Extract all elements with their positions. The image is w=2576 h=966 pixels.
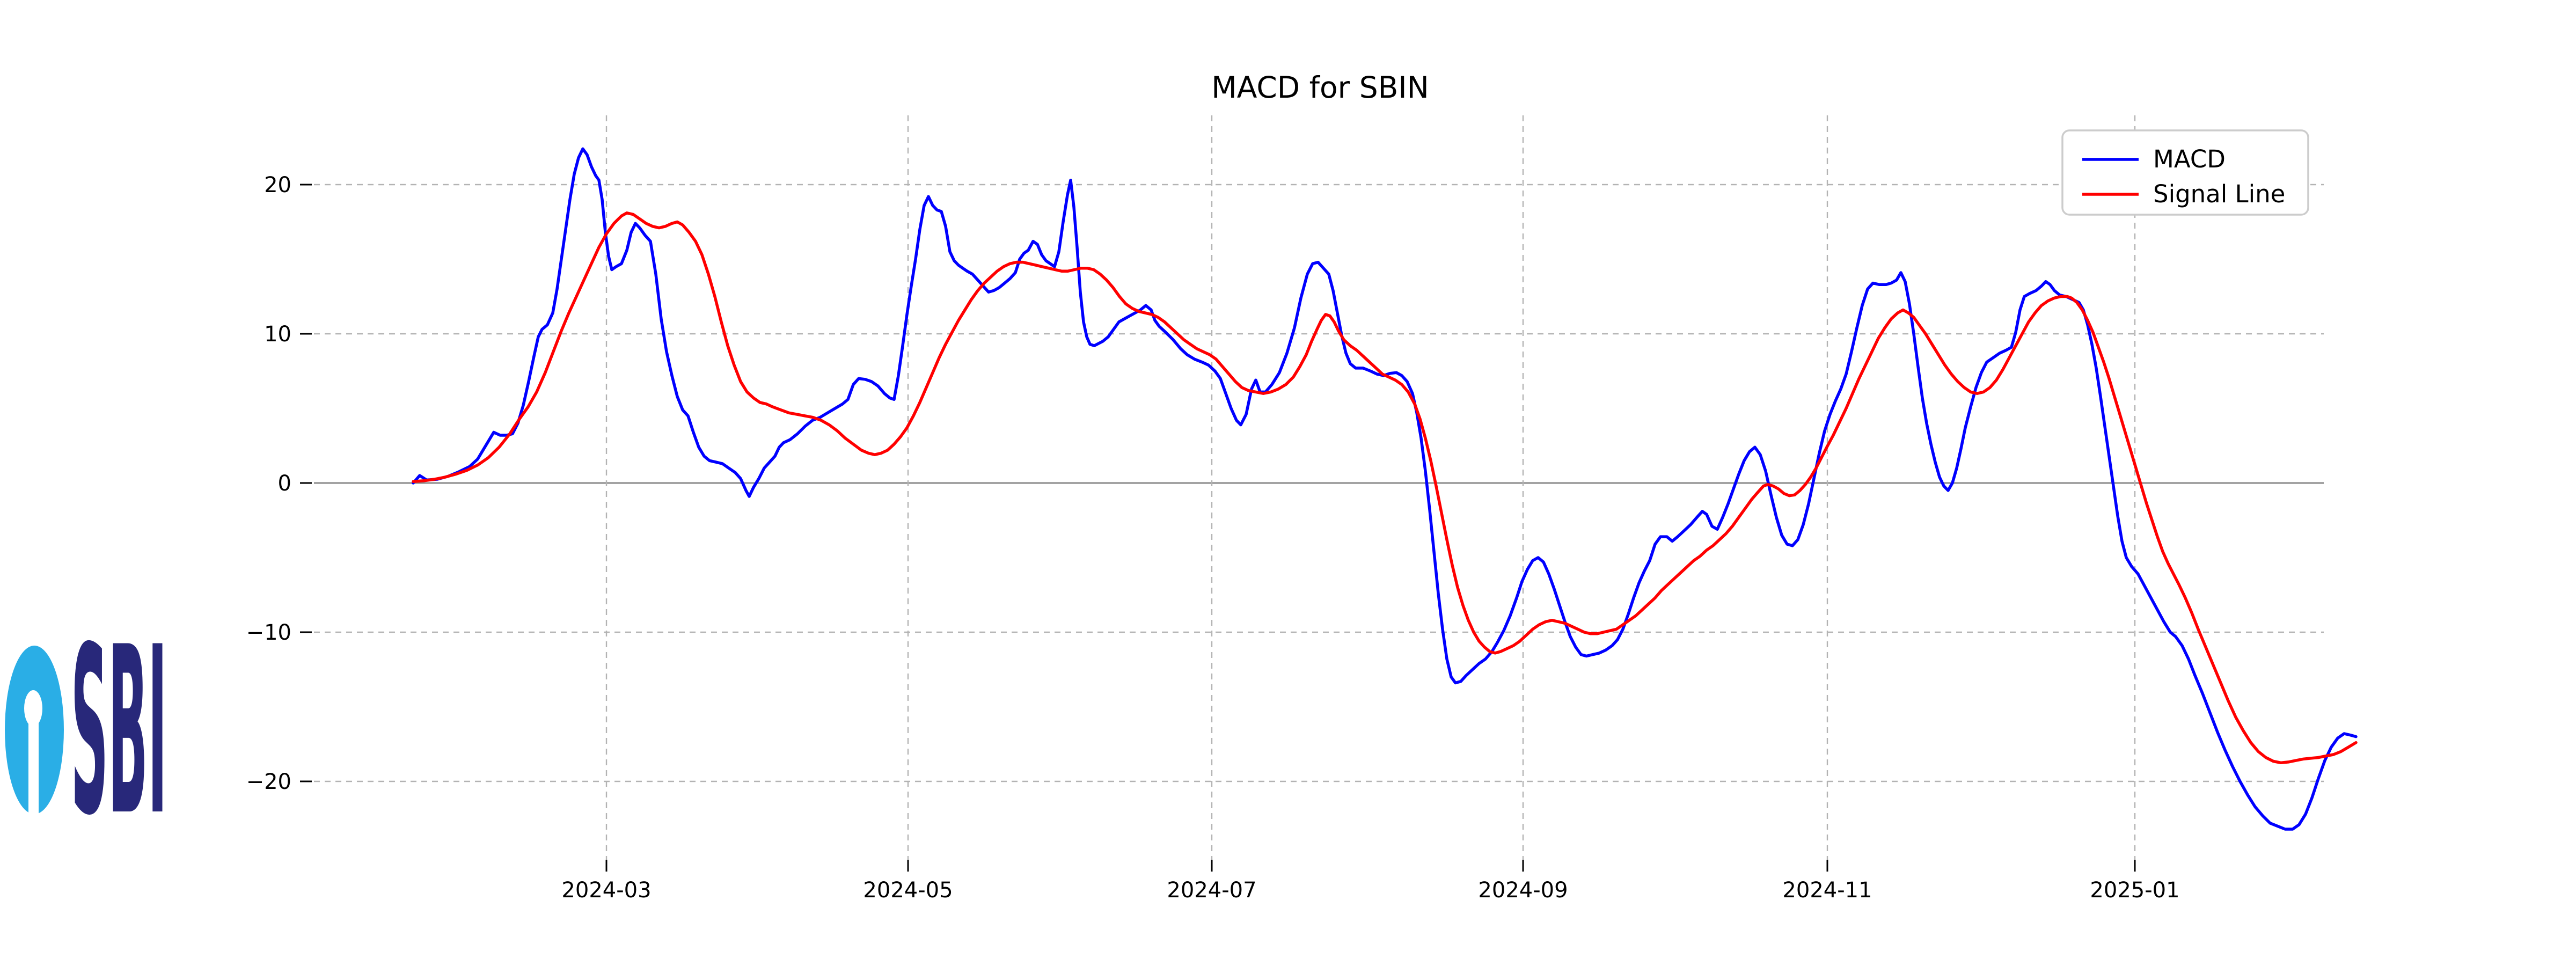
x-tick-label: 2024-09	[1478, 878, 1568, 903]
y-tick-label: 0	[278, 471, 291, 496]
x-tick-label: 2024-05	[863, 878, 953, 903]
y-tick-label: 10	[264, 322, 291, 347]
sbi-logo-text: SBI	[71, 598, 167, 866]
sbi-logo-keyhole-stem	[28, 708, 39, 840]
chart-title: MACD for SBIN	[1211, 70, 1429, 105]
sbi-logo-keyhole-icon	[24, 690, 42, 727]
y-tick-label: −10	[246, 620, 291, 645]
x-tick-label: 2024-11	[1782, 878, 1872, 903]
y-tick-label: −20	[246, 770, 291, 794]
y-tick-label: 20	[264, 173, 291, 197]
sbi-logo: SBI	[5, 598, 167, 866]
x-tick-label: 2025-01	[2090, 878, 2179, 903]
x-tick-label: 2024-03	[561, 878, 651, 903]
series-layer	[412, 147, 2358, 831]
tick-layer: 2024-03 2024-05 2024-07 2024-09 2024-11 2025-…	[246, 173, 2180, 903]
x-tick-label: 2024-07	[1167, 878, 1256, 903]
legend: MACD Signal Line	[2061, 129, 2309, 216]
legend-label-macd: MACD	[2153, 145, 2226, 173]
grid-layer	[314, 115, 2324, 867]
series-signal-line	[412, 211, 2358, 765]
legend-label-signal: Signal Line	[2153, 180, 2285, 208]
series-macd	[412, 147, 2358, 831]
